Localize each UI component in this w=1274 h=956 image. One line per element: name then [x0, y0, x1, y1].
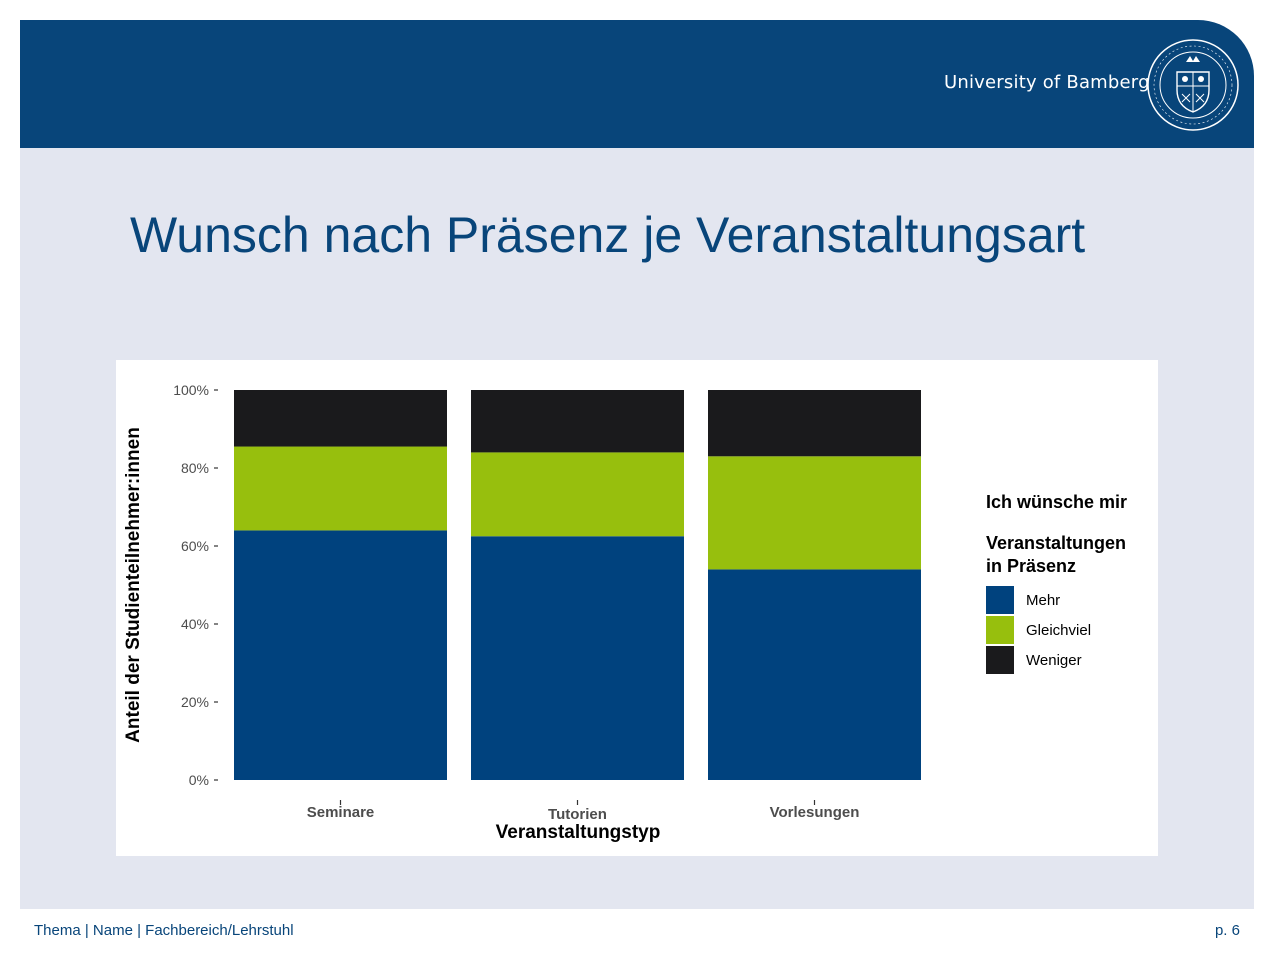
x-axis: Seminare Tutorien Vorlesungen — [307, 800, 860, 823]
y-tick-label: 100% — [173, 382, 209, 398]
legend-items: Mehr Gleichviel Weniger — [986, 586, 1091, 674]
y-tick-label: 0% — [189, 772, 209, 788]
legend-swatch-weniger — [986, 646, 1014, 674]
x-tick-label: Tutorien — [548, 806, 607, 823]
bar-segment-gleichviel — [234, 446, 447, 531]
y-axis: 0% 20% 40% 60% 80% 100% — [173, 382, 218, 788]
x-tick-label: Vorlesungen — [770, 804, 860, 821]
y-tick-label: 20% — [181, 694, 209, 710]
bar-segment-weniger — [471, 390, 684, 453]
bars — [234, 390, 921, 780]
bar-segment-weniger — [708, 390, 921, 457]
bar-segment-weniger — [234, 390, 447, 447]
legend-title-line3: in Präsenz — [986, 556, 1076, 576]
university-seal-icon — [1147, 39, 1239, 131]
page-number: p. 6 — [1214, 922, 1240, 939]
bar-segment-mehr — [471, 536, 684, 780]
legend-label-mehr: Mehr — [1026, 592, 1060, 609]
legend-swatch-gleichviel — [986, 616, 1014, 644]
y-tick-label: 60% — [181, 538, 209, 554]
slide-title: Wunsch nach Präsenz je Veranstaltungsart — [130, 207, 1086, 263]
y-axis-title: Anteil der Studienteilnehmer:innen — [123, 427, 144, 743]
legend-swatch-mehr — [986, 586, 1014, 614]
legend-label-weniger: Weniger — [1026, 652, 1082, 669]
stacked-bar-chart: 0% 20% 40% 60% 80% 100% Seminare Tutorien Vorle… — [123, 382, 1127, 843]
chart-panel: 0% 20% 40% 60% 80% 100% Seminare Tutorien Vorle… — [116, 360, 1158, 856]
y-tick-label: 40% — [181, 616, 209, 632]
header-bar: University of Bamberg — [20, 20, 1254, 148]
bar-segment-gleichviel — [708, 456, 921, 570]
slide: University of Bamberg Wunsch nach Präsen… — [20, 20, 1254, 909]
footer-text: Thema | Name | Fachbereich/Lehrstuhl — [34, 922, 294, 939]
bar-segment-mehr — [708, 569, 921, 780]
legend: Ich wünsche mir Veranstaltungen in Präse… — [986, 492, 1127, 674]
legend-title-line2: Veranstaltungen — [986, 533, 1126, 553]
legend-title-line1: Ich wünsche mir — [986, 492, 1127, 512]
x-tick-label: Seminare — [307, 804, 375, 821]
x-axis-title: Veranstaltungstyp — [496, 822, 661, 843]
bar-segment-mehr — [234, 530, 447, 780]
bar-segment-gleichviel — [471, 452, 684, 537]
y-tick-label: 80% — [181, 460, 209, 476]
legend-label-gleichviel: Gleichviel — [1026, 622, 1091, 639]
university-name: University of Bamberg — [944, 72, 1150, 93]
